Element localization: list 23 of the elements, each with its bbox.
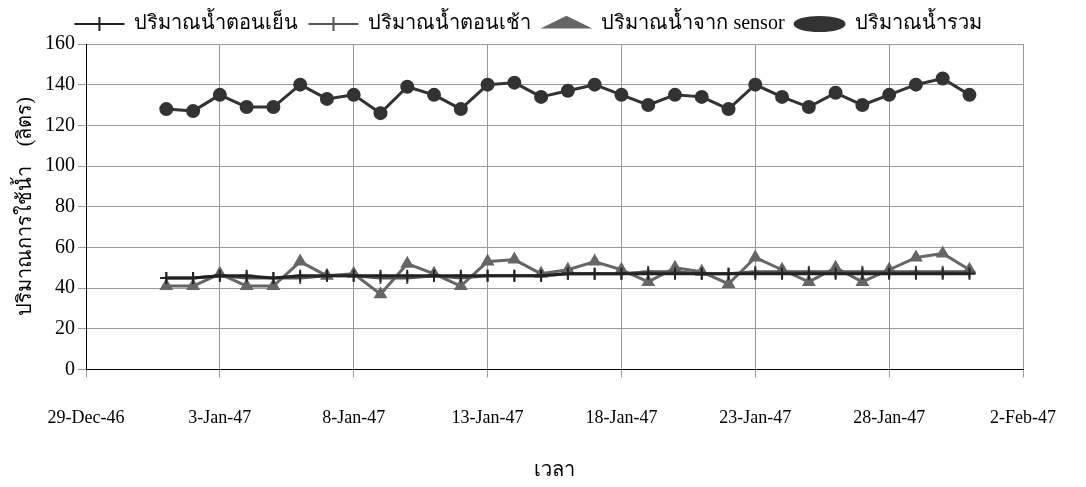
x-tick-label: 2-Feb-47 — [990, 406, 1057, 427]
x-tick-label: 29-Dec-46 — [47, 406, 125, 427]
legend-label: ปริมาณน้ำตอนเย็น — [134, 8, 299, 34]
x-tick-label: 13-Jan-47 — [451, 406, 524, 427]
y-tick-label: 20 — [55, 315, 75, 338]
y-tick-label: 0 — [65, 356, 75, 379]
x-tick-label: 28-Jan-47 — [853, 406, 926, 427]
x-tick-label: 18-Jan-47 — [585, 406, 658, 427]
legend-label: ปริมาณน้ำจาก sensor — [601, 8, 785, 34]
x-axis-title: เวลา — [534, 458, 575, 481]
y-tick-label: 160 — [45, 31, 75, 54]
x-tick-label: 8-Jan-47 — [322, 406, 386, 427]
y-tick-label: 120 — [45, 112, 75, 135]
x-tick-label: 3-Jan-47 — [188, 406, 252, 427]
x-tick-label: 23-Jan-47 — [719, 406, 792, 427]
y-tick-label: 40 — [55, 275, 75, 298]
legend-label: ปริมาณน้ำรวม — [854, 8, 982, 34]
y-tick-label: 140 — [45, 71, 75, 94]
y-axis-title: ปริมาณการใช้น้ำ (ลิตร) — [10, 97, 37, 317]
legend-label: ปริมาณน้ำตอนเช้า — [368, 8, 532, 34]
y-tick-label: 80 — [55, 193, 75, 216]
y-tick-label: 100 — [45, 153, 75, 176]
y-tick-label: 60 — [55, 234, 75, 257]
